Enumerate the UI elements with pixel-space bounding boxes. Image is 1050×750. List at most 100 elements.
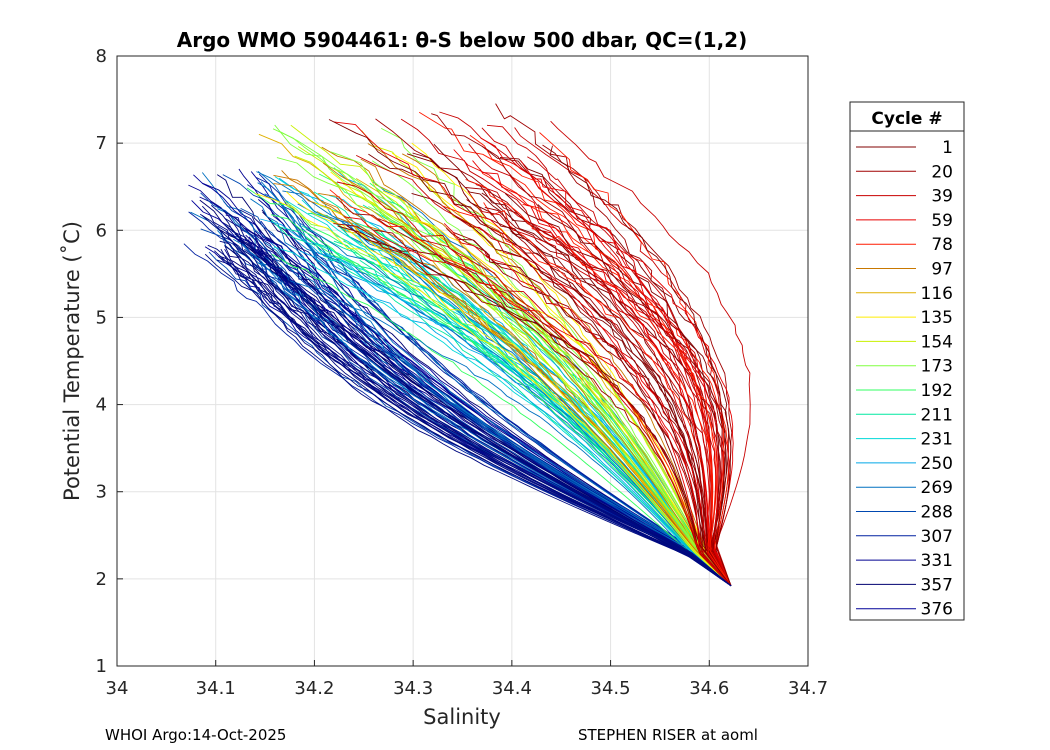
profile-line (301, 199, 732, 587)
profile-line (274, 176, 732, 587)
profile-line (522, 203, 732, 587)
profile-line (294, 239, 732, 587)
profile-line (294, 155, 732, 587)
x-tick-label: 34.7 (788, 678, 828, 699)
profile-line (201, 205, 732, 587)
x-tick-label: 34.4 (492, 678, 532, 699)
profile-line (281, 170, 732, 587)
legend-entries: 1 20 39 59 78 97 116 135 154 173 192 211 231 250 269 28… (856, 138, 953, 620)
legend-label: 97 (931, 260, 953, 280)
profile-line (431, 113, 732, 587)
profile-line (224, 217, 732, 587)
profile-line (255, 176, 732, 587)
legend-label: 20 (931, 162, 953, 182)
profile-line (333, 121, 732, 587)
profile-line (273, 246, 732, 587)
y-tick-label: 6 (96, 220, 107, 241)
legend-label: 250 (921, 454, 953, 474)
profile-line (201, 215, 732, 587)
legend-label: 331 (921, 551, 953, 571)
x-tick-label: 34.1 (196, 678, 236, 699)
profile-line (234, 233, 732, 587)
x-axis-ticks: 34 34.1 34.2 34.3 34.4 34.5 34.6 34.7 (106, 660, 828, 699)
profile-line (216, 259, 732, 587)
profile-line (486, 124, 732, 586)
y-axis-ticks: 1 2 3 4 5 6 7 8 (96, 46, 123, 677)
legend-label: 231 (921, 430, 953, 450)
profile-line (550, 120, 751, 586)
profile-line (199, 213, 732, 587)
profile-line (190, 211, 732, 587)
legend-label: 59 (931, 211, 953, 231)
profile-line (255, 193, 732, 587)
x-tick-label: 34.6 (689, 678, 729, 699)
legend-label: 135 (921, 308, 953, 328)
legend-label: 192 (921, 381, 953, 401)
x-tick-label: 34.3 (393, 678, 433, 699)
profile-line (274, 124, 732, 587)
profile-line (239, 209, 732, 587)
profile-line (539, 132, 732, 586)
legend-label: 376 (921, 600, 953, 620)
legend-label: 1 (942, 138, 953, 158)
y-tick-label: 5 (96, 307, 107, 328)
legend-box (849, 101, 965, 621)
profile-line (337, 225, 732, 587)
profile-line (328, 119, 732, 587)
profile-line (479, 168, 732, 587)
y-tick-label: 4 (96, 395, 107, 416)
profile-line (335, 197, 732, 587)
plot-area-frame (116, 55, 809, 667)
x-axis-label: Salinity (423, 705, 501, 729)
legend-label: 307 (921, 527, 953, 547)
profile-line (549, 145, 732, 586)
profile-line (200, 192, 732, 587)
profile-line (401, 153, 732, 587)
legend-label: 78 (931, 235, 953, 255)
x-tick-label: 34.2 (294, 678, 334, 699)
profile-line (442, 205, 732, 587)
profile-line (264, 193, 732, 587)
profile-line (258, 133, 732, 587)
x-tick-label: 34.5 (591, 678, 631, 699)
profile-line (285, 191, 732, 587)
y-tick-label: 8 (96, 46, 107, 67)
profile-line (411, 192, 732, 587)
profile-line (284, 200, 732, 587)
legend-label: 288 (921, 503, 953, 523)
profile-line (280, 131, 732, 587)
profile-line (276, 157, 732, 587)
profile-line (433, 143, 732, 587)
y-tick-label: 3 (96, 482, 107, 503)
legend-title: Cycle # (871, 109, 942, 129)
chart-title: Argo WMO 5904461: θ-S below 500 dbar, QC… (177, 28, 747, 52)
profile-line (443, 223, 732, 587)
profile-line (260, 218, 732, 587)
y-tick-label: 7 (96, 133, 107, 154)
profile-line (225, 212, 732, 587)
legend: Cycle # 1 20 39 59 78 97 116 135 154 173 192 211 231… (849, 101, 965, 621)
footer-left: WHOI Argo:14-Oct-2025 (105, 726, 286, 744)
profile-line (250, 198, 732, 587)
y-tick-label: 2 (96, 569, 107, 590)
profile-line (221, 236, 732, 587)
profile-line (371, 160, 732, 587)
profile-lines (183, 103, 751, 587)
profile-line (472, 160, 732, 587)
profile-line (465, 179, 732, 587)
profile-line (219, 240, 732, 587)
legend-label: 39 (931, 187, 953, 207)
legend-label: 357 (921, 575, 953, 595)
profile-line (260, 181, 732, 587)
profile-line (375, 118, 732, 587)
profile-line (336, 181, 732, 587)
profile-line (343, 216, 732, 587)
x-tick-label: 34 (106, 678, 129, 699)
profile-line (258, 262, 732, 587)
profile-line (270, 214, 732, 587)
profile-line (271, 254, 732, 587)
profile-line (406, 153, 732, 587)
legend-label: 116 (921, 284, 953, 304)
profile-line (300, 250, 732, 587)
